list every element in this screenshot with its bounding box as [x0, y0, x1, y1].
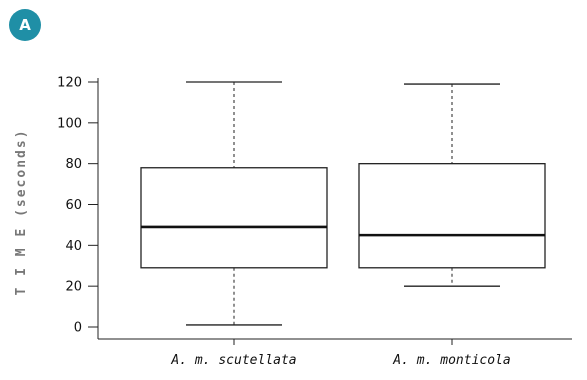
- y-axis-title: T I M E (seconds): [14, 128, 29, 295]
- box-group: [358, 83, 546, 287]
- panel-label-text: A: [19, 16, 31, 34]
- category-label: A. m. scutellata: [170, 353, 296, 368]
- iqr-box: [140, 167, 328, 269]
- y-tick-label: 20: [65, 280, 82, 295]
- iqr-box: [358, 163, 546, 269]
- y-tick-label: 0: [74, 321, 82, 336]
- boxes: [140, 81, 546, 326]
- y-tick-label: 120: [57, 76, 82, 91]
- panel-label-badge: A: [9, 9, 41, 41]
- y-tick-label: 60: [65, 198, 82, 213]
- y-tick-label: 100: [57, 116, 82, 131]
- y-tick-label: 40: [65, 239, 82, 254]
- category-labels: A. m. scutellata A. m. monticola: [170, 339, 511, 368]
- y-ticks: 0 20 40 60 80 100 120: [57, 76, 98, 336]
- box-group: [140, 81, 328, 326]
- y-tick-label: 80: [65, 157, 82, 172]
- axes: [97, 78, 572, 340]
- category-label: A. m. monticola: [392, 353, 510, 368]
